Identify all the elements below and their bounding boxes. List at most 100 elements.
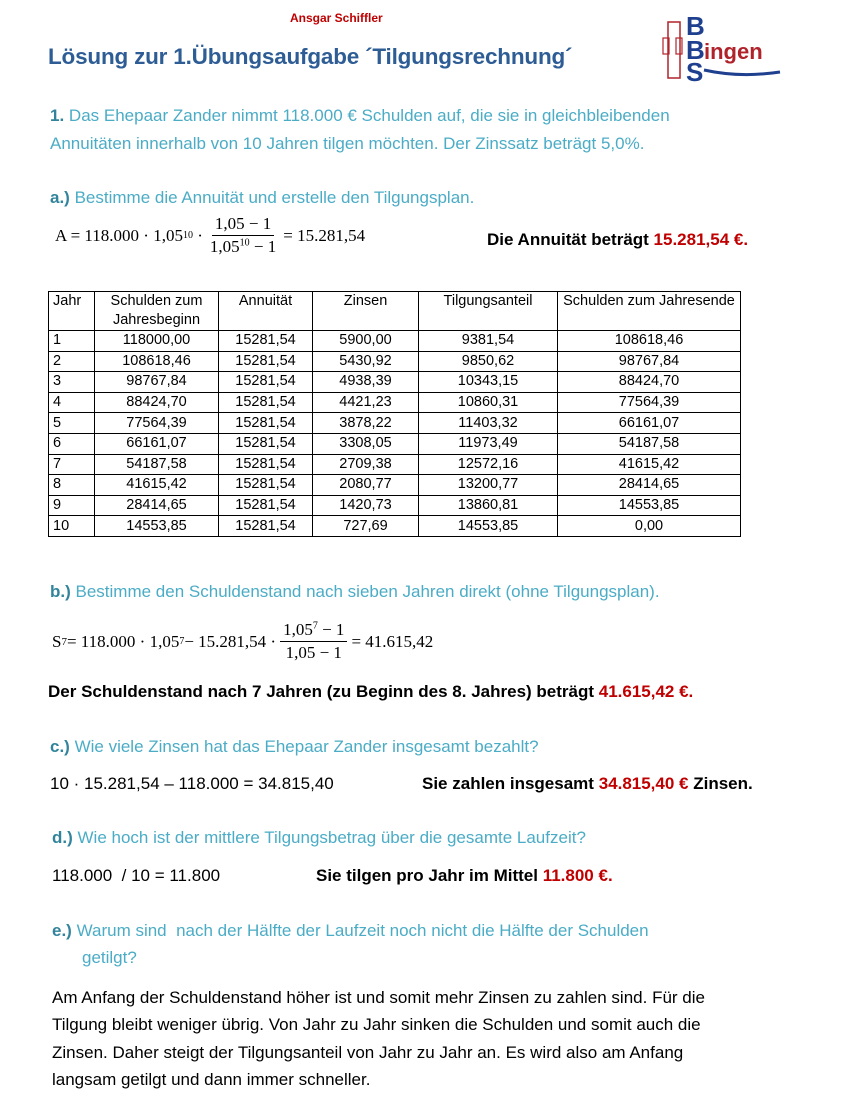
table-cell: 54187,58 [557,432,741,455]
col-header: Tilgungsanteil [418,291,558,331]
table-row: 5 77564,39 15281,54 3878,22 11403,32 66161,07 [48,412,741,434]
table-cell: 11403,32 [418,412,558,434]
table-cell: 15281,54 [218,494,313,517]
table-cell: 15281,54 [218,474,313,496]
table-cell: 10343,15 [418,371,558,393]
question-e-line-2: getilgt? [82,948,137,967]
table-cell: 108618,46 [94,350,219,373]
table-cell: 41615,42 [94,474,219,496]
table-cell: 3 [48,371,95,393]
table-cell: 11973,49 [418,432,558,455]
table-cell: 54187,58 [94,453,219,476]
answer-e-line: Tilgung bleibt weniger übrig. Von Jahr z… [52,1015,701,1034]
table-cell: 13200,77 [418,474,558,496]
question-e-line-1: e.) Warum sind nach der Hälfte der Laufz… [52,921,649,940]
author: Ansgar Schiffler [290,11,383,25]
table-cell: 1 [48,330,95,352]
col-header: Schulden zum Jahresende [557,291,741,331]
table-cell: 5 [48,412,95,434]
question-b: b.) Bestimme den Schuldenstand nach sieb… [50,582,660,601]
table-row: 3 98767,84 15281,54 4938,39 10343,15 88424,70 [48,371,741,393]
table-row: 1 118000,00 15281,54 5900,00 9381,54 108618,4… [48,330,741,352]
table-cell: 3308,05 [312,432,419,455]
table-cell: 5430,92 [312,350,419,373]
col-header: Zinsen [312,291,419,331]
table-cell: 2 [48,350,95,373]
table-cell: 6 [48,432,95,455]
table-cell: 13860,81 [418,494,558,517]
table-cell: 9 [48,494,95,517]
question-d: d.) Wie hoch ist der mittlere Tilgungsbe… [52,828,586,847]
answer-b: Der Schuldenstand nach 7 Jahren (zu Begi… [48,682,694,701]
table-header-row: Jahr Schulden zum Jahresbeginn Annuität … [48,291,741,331]
table-cell: 10 [48,515,95,537]
table-cell: 15281,54 [218,371,313,393]
table-cell: 15281,54 [218,412,313,434]
table-cell: 14553,85 [94,515,219,537]
task-line-2: Annuitäten innerhalb von 10 Jahren tilge… [50,134,645,153]
table-cell: 98767,84 [94,371,219,393]
table-cell: 15281,54 [218,432,313,455]
table-cell: 118000,00 [94,330,219,352]
table-cell: 28414,65 [94,494,219,517]
answer-e-line: Am Anfang der Schuldenstand höher ist un… [52,988,705,1007]
table-cell: 1420,73 [312,494,419,517]
table-cell: 66161,07 [94,432,219,455]
svg-text:ingen: ingen [704,39,763,64]
svg-text:S: S [686,57,703,82]
table-cell: 14553,85 [418,515,558,537]
table-cell: 8 [48,474,95,496]
table-cell: 4938,39 [312,371,419,393]
table-cell: 41615,42 [557,453,741,476]
question-a: a.) Bestimme die Annuität und erstelle d… [50,188,475,207]
table-row: 7 54187,58 15281,54 2709,38 12572,16 41615,42 [48,453,741,476]
table-row: 2 108618,46 15281,54 5430,92 9850,62 98767,84 [48,350,741,373]
answer-c: Sie zahlen insgesamt 34.815,40 € Zinsen. [422,774,753,793]
col-header: Schulden zum Jahresbeginn [94,291,219,331]
table-cell: 77564,39 [557,391,741,414]
table-row: 10 14553,85 15281,54 727,69 14553,85 0,00 [48,515,741,537]
table-cell: 5900,00 [312,330,419,352]
table-cell: 28414,65 [557,474,741,496]
answer-e-line: Zinsen. Daher steigt der Tilgungsanteil … [52,1043,684,1062]
table-cell: 88424,70 [557,371,741,393]
table-cell: 15281,54 [218,350,313,373]
table-cell: 15281,54 [218,391,313,414]
calc-d: 118.000 / 10 = 11.800 [52,866,221,885]
table-cell: 88424,70 [94,391,219,414]
table-cell: 15281,54 [218,515,313,537]
svg-text:B: B [686,11,705,41]
table-cell: 4421,23 [312,391,419,414]
table-cell: 7 [48,453,95,476]
table-cell: 2080,77 [312,474,419,496]
col-header: Annuität [218,291,313,331]
question-c: c.) Wie viele Zinsen hat das Ehepaar Zan… [50,737,539,756]
table-cell: 12572,16 [418,453,558,476]
table-row: 9 28414,65 15281,54 1420,73 13860,81 14553,85 [48,494,741,517]
answer-d: Sie tilgen pro Jahr im Mittel 11.800 €. [316,866,613,885]
table-cell: 9850,62 [418,350,558,373]
table-cell: 10860,31 [418,391,558,414]
table-cell: 727,69 [312,515,419,537]
table-cell: 0,00 [557,515,741,537]
table-cell: 9381,54 [418,330,558,352]
col-header: Jahr [48,291,95,331]
table-cell: 15281,54 [218,453,313,476]
calc-c: 10 · 15.281,54 – 118.000 = 34.815,40 [50,774,334,793]
table-row: 8 41615,42 15281,54 2080,77 13200,77 28414,65 [48,474,741,496]
formula-a: A = 118.000 · 1,05 10 · 1,05 − 1 1,0510 − … [55,214,366,256]
table-cell: 108618,46 [557,330,741,352]
table-cell: 3878,22 [312,412,419,434]
svg-text:B: B [686,35,705,65]
bbs-bingen-logo: B B ingen S [660,10,790,87]
answer-a: Die Annuität beträgt 15.281,54 €. [487,230,749,249]
table-row: 6 66161,07 15281,54 3308,05 11973,49 54187,58 [48,432,741,455]
table-cell: 98767,84 [557,350,741,373]
table-cell: 66161,07 [557,412,741,434]
answer-e-line: langsam getilgt und dann immer schneller… [52,1070,371,1089]
page-title: Lösung zur 1.Übungsaufgabe ´Tilgungsrech… [48,44,573,69]
table-cell: 14553,85 [557,494,741,517]
amortization-table: Jahr Schulden zum Jahresbeginn Annuität … [48,291,741,537]
